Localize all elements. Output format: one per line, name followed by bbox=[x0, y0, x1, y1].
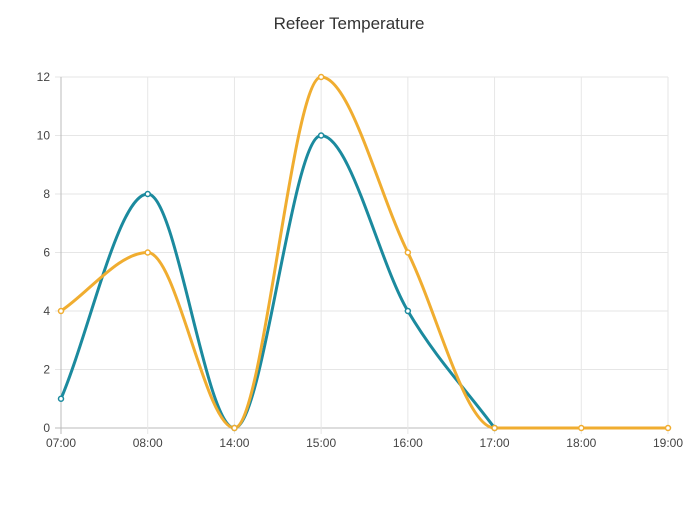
series-2-point[interactable] bbox=[144, 249, 151, 256]
x-tick-label: 14:00 bbox=[219, 436, 249, 450]
series-2-point[interactable] bbox=[491, 424, 498, 432]
series-2-point[interactable] bbox=[578, 424, 585, 432]
series-2-point[interactable] bbox=[231, 424, 238, 432]
y-tick-label: 2 bbox=[43, 363, 50, 377]
x-tick-label: 07:00 bbox=[46, 436, 76, 450]
chart-title: Refeer Temperature bbox=[274, 14, 425, 33]
y-tick-label: 8 bbox=[43, 187, 50, 201]
y-tick-label: 10 bbox=[37, 129, 51, 143]
series-line-2 bbox=[59, 75, 670, 430]
x-tick-label: 08:00 bbox=[133, 436, 163, 450]
series-2-point[interactable] bbox=[317, 73, 325, 81]
series-1-point[interactable] bbox=[404, 307, 412, 315]
points bbox=[57, 73, 672, 432]
y-tick-label: 4 bbox=[43, 304, 50, 318]
x-tick-label: 17:00 bbox=[480, 436, 510, 450]
x-tick-label: 18:00 bbox=[566, 436, 596, 450]
y-tick-label: 12 bbox=[37, 70, 51, 84]
series-1-point[interactable] bbox=[57, 395, 65, 402]
series-2-point[interactable] bbox=[57, 307, 65, 315]
x-tick-label: 16:00 bbox=[393, 436, 423, 450]
series-line-1 bbox=[59, 134, 497, 430]
series-1-point[interactable] bbox=[317, 132, 325, 139]
series-2-point[interactable] bbox=[404, 249, 412, 256]
series-2-point[interactable] bbox=[664, 424, 672, 432]
y-tick-label: 0 bbox=[43, 421, 50, 435]
series-1-point[interactable] bbox=[144, 190, 151, 198]
x-tick-label: 19:00 bbox=[653, 436, 683, 450]
y-tick-label: 6 bbox=[43, 246, 50, 260]
axes: 0 2 4 6 8 10 12 07:00 08:00 14:00 15:00 16:00 17:00 1… bbox=[37, 70, 684, 450]
x-tick-label: 15:00 bbox=[306, 436, 336, 450]
